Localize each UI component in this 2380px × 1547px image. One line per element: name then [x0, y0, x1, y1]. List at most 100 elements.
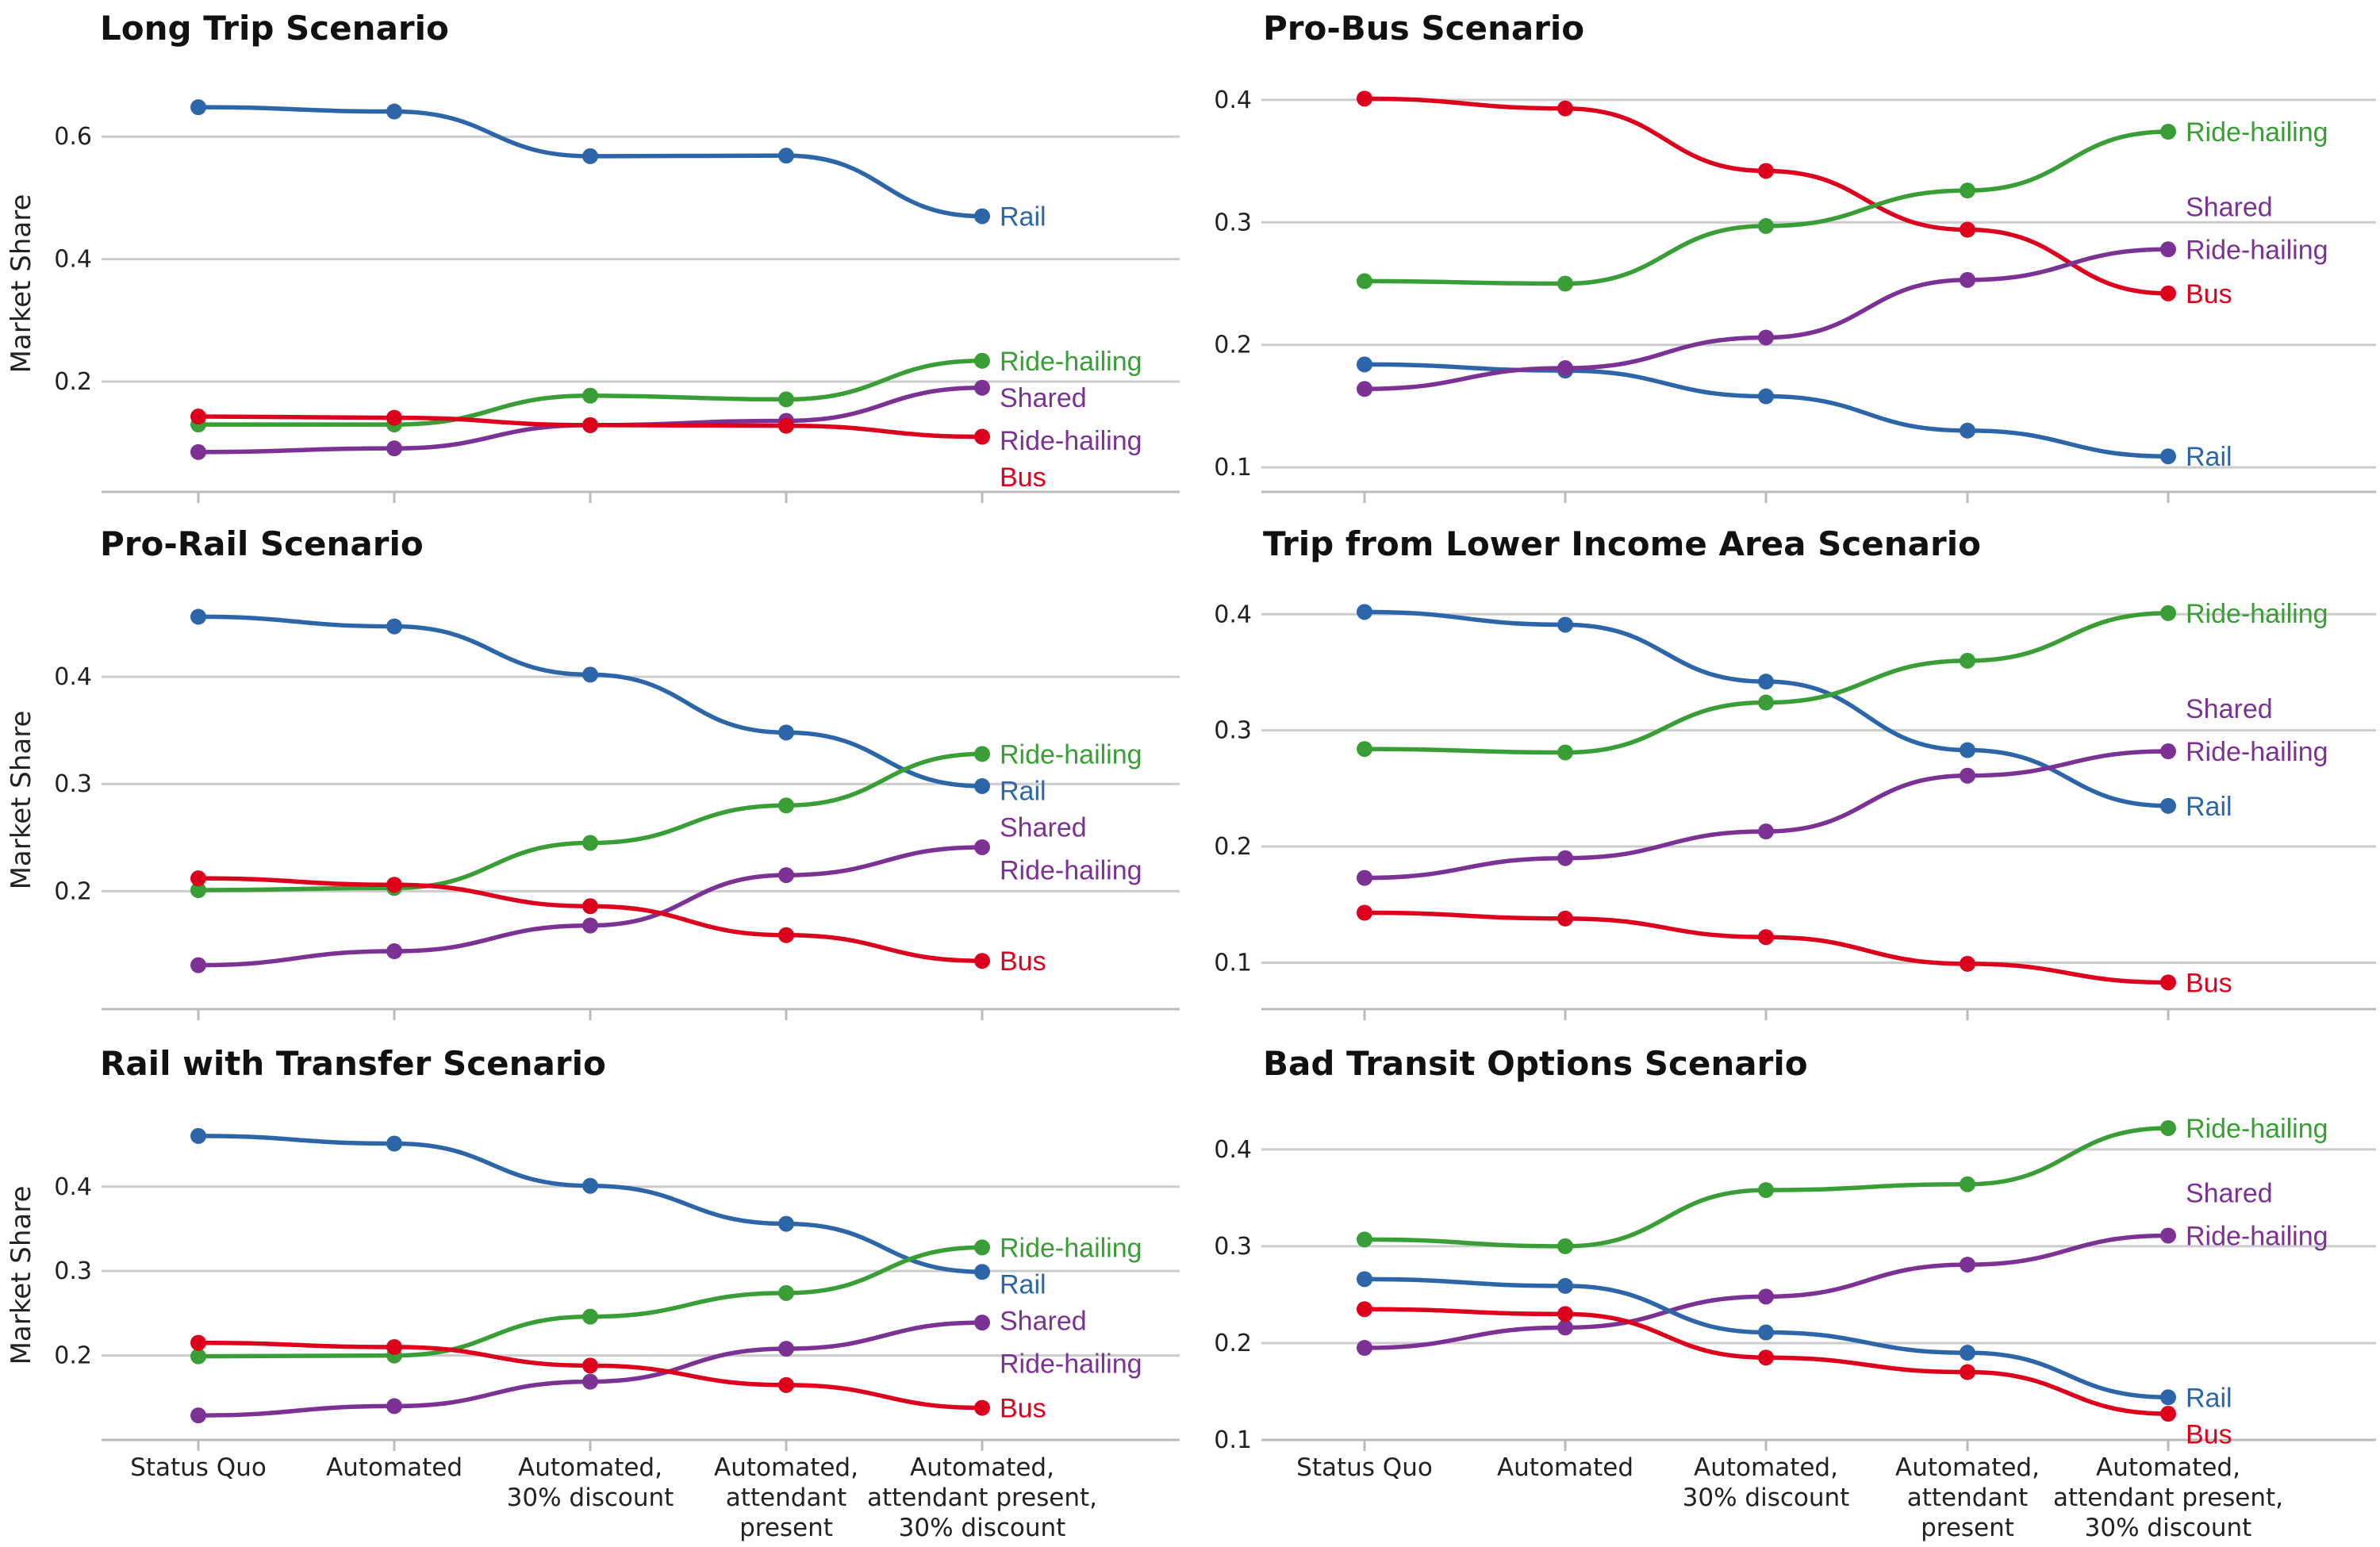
data-point-rail: [1357, 356, 1372, 373]
series-label-line: Ride-hailing: [1000, 347, 1142, 377]
data-point-bus: [778, 1376, 794, 1393]
data-point-rail: [582, 148, 598, 164]
series-label-ride-hailing: Ride-hailing: [2186, 599, 2328, 629]
data-point-bus: [1960, 1364, 1975, 1380]
series-line-ride-hailing: [1364, 129, 2169, 286]
x-tick-label: Automated, attendant present, 30% discount: [867, 1453, 1097, 1542]
panel-title: Long Trip Scenario: [100, 9, 449, 48]
y-tick-label: 0.3: [54, 1257, 92, 1285]
y-tick-label: 0.2: [1214, 332, 1252, 359]
x-tick-label: Automated, attendant present: [714, 1453, 858, 1542]
x-tick-label-line: present: [739, 1514, 833, 1542]
x-tick-label: Automated, attendant present, 30% discount: [2053, 1453, 2283, 1542]
panel-trip-from-lower-income-area-scenario: Trip from Lower Income Area Scenario 0.1 0…: [1214, 524, 2376, 1020]
series-label-line: Bus: [1000, 946, 1046, 977]
series-label-line: Rail: [1000, 202, 1046, 232]
x-tick-label: Automated: [1497, 1453, 1633, 1482]
data-point-bus: [974, 428, 990, 445]
panel-title: Pro-Rail Scenario: [100, 524, 424, 563]
series-label-bus: Bus: [1000, 946, 1046, 977]
data-point-rail: [2160, 1389, 2176, 1406]
series-label-rail: Rail: [1000, 202, 1046, 232]
x-tick-label: Automated, 30% discount: [1683, 1453, 1850, 1512]
data-point-rail: [778, 724, 794, 741]
y-tick-label: 0.4: [54, 663, 92, 691]
data-point-ride-hailing: [2160, 124, 2176, 140]
data-point-shared-ride-hailing: [386, 1398, 402, 1415]
data-point-rail: [1758, 674, 1774, 690]
data-point-bus: [1557, 1306, 1573, 1322]
data-point-bus: [1758, 1349, 1774, 1366]
data-point-bus: [190, 409, 206, 425]
y-tick-label: 0.6: [54, 123, 92, 151]
y-tick-label: 0.1: [1214, 1426, 1252, 1454]
series-label-ride-hailing: Ride-hailing: [2186, 1114, 2328, 1144]
series-label-line: Ride-hailing: [2186, 1114, 2328, 1144]
x-tick-label-line: attendant: [726, 1484, 847, 1512]
series-label-ride-hailing: Ride-hailing: [1000, 347, 1142, 377]
data-point-bus: [778, 417, 794, 434]
series-line-rail: [198, 614, 983, 789]
series-label-shared-ride-hailing: Shared Ride-hailing: [1000, 812, 1142, 885]
data-point-rail: [190, 608, 206, 625]
x-tick-label-line: Status Quo: [1296, 1453, 1433, 1482]
x-tick-label-line: Automated: [326, 1453, 463, 1482]
data-point-bus: [974, 953, 990, 969]
y-tick-label: 0.4: [1214, 1136, 1252, 1164]
series-label-line: Bus: [2186, 279, 2232, 309]
panel-title: Bad Transit Options Scenario: [1263, 1044, 1808, 1083]
series-label-rail: Rail: [2186, 1383, 2232, 1413]
series-label-bus: Bus: [1000, 463, 1046, 493]
y-tick-label: 0.2: [1214, 1330, 1252, 1357]
data-point-bus: [190, 870, 206, 887]
series-label-line: Shared: [2186, 694, 2273, 724]
x-tick-label-line: 30% discount: [2085, 1514, 2252, 1542]
x-tick-label-line: Automated,: [1694, 1453, 1838, 1482]
data-point-bus: [582, 416, 598, 433]
y-tick-label: 0.2: [54, 368, 92, 396]
data-point-shared-ride-hailing: [974, 839, 990, 855]
series-label-rail: Rail: [1000, 1269, 1046, 1299]
data-point-shared-ride-hailing: [1960, 767, 1975, 784]
data-point-shared-ride-hailing: [778, 1341, 794, 1357]
series-label-line: Ride-hailing: [1000, 855, 1142, 885]
data-point-rail: [582, 1177, 598, 1194]
data-point-rail: [974, 777, 990, 794]
data-point-ride-hailing: [778, 1284, 794, 1301]
data-point-shared-ride-hailing: [1557, 360, 1573, 377]
data-point-bus: [386, 1338, 402, 1355]
data-point-bus: [1758, 929, 1774, 946]
series-line-bus: [1364, 96, 2169, 296]
data-point-rail: [190, 1127, 206, 1144]
data-point-shared-ride-hailing: [778, 867, 794, 884]
series-label-line: Rail: [2186, 1383, 2232, 1413]
series-label-line: Ride-hailing: [1000, 1233, 1142, 1263]
series-label-line: Ride-hailing: [1000, 739, 1142, 770]
y-tick-label: 0.2: [54, 877, 92, 905]
x-tick-labels-col-1: Status Quo Automated Automated, 30% discoun…: [130, 1453, 1097, 1542]
data-point-bus: [778, 927, 794, 943]
series-label-line: Ride-hailing: [2186, 235, 2328, 265]
x-tick-label-line: Automated,: [714, 1453, 858, 1482]
panel-long-trip-scenario: Long Trip Scenario 0.2 0.4 0.6 Market Share R…: [6, 9, 1180, 503]
data-point-rail: [778, 148, 794, 164]
y-tick-label: 0.4: [54, 1173, 92, 1201]
x-tick-label-line: Automated,: [1895, 1453, 2040, 1482]
data-point-rail: [974, 208, 990, 225]
data-point-shared-ride-hailing: [2160, 241, 2176, 258]
data-point-ride-hailing: [190, 1348, 206, 1365]
data-point-ride-hailing: [1758, 1182, 1774, 1199]
data-point-rail: [1758, 388, 1774, 405]
data-point-shared-ride-hailing: [386, 440, 402, 457]
series-label-line: Bus: [2186, 1419, 2232, 1449]
y-axis-label: Market Share: [6, 711, 37, 890]
series-label-rail: Rail: [2186, 442, 2232, 472]
x-tick-label-line: 30% discount: [507, 1484, 674, 1512]
data-point-bus: [1960, 955, 1975, 972]
data-point-rail: [1960, 1345, 1975, 1361]
series-label-line: Ride-hailing: [1000, 1349, 1142, 1379]
data-point-rail: [582, 666, 598, 683]
data-point-shared-ride-hailing: [1557, 1319, 1573, 1336]
y-tick-label: 0.3: [1214, 717, 1252, 745]
